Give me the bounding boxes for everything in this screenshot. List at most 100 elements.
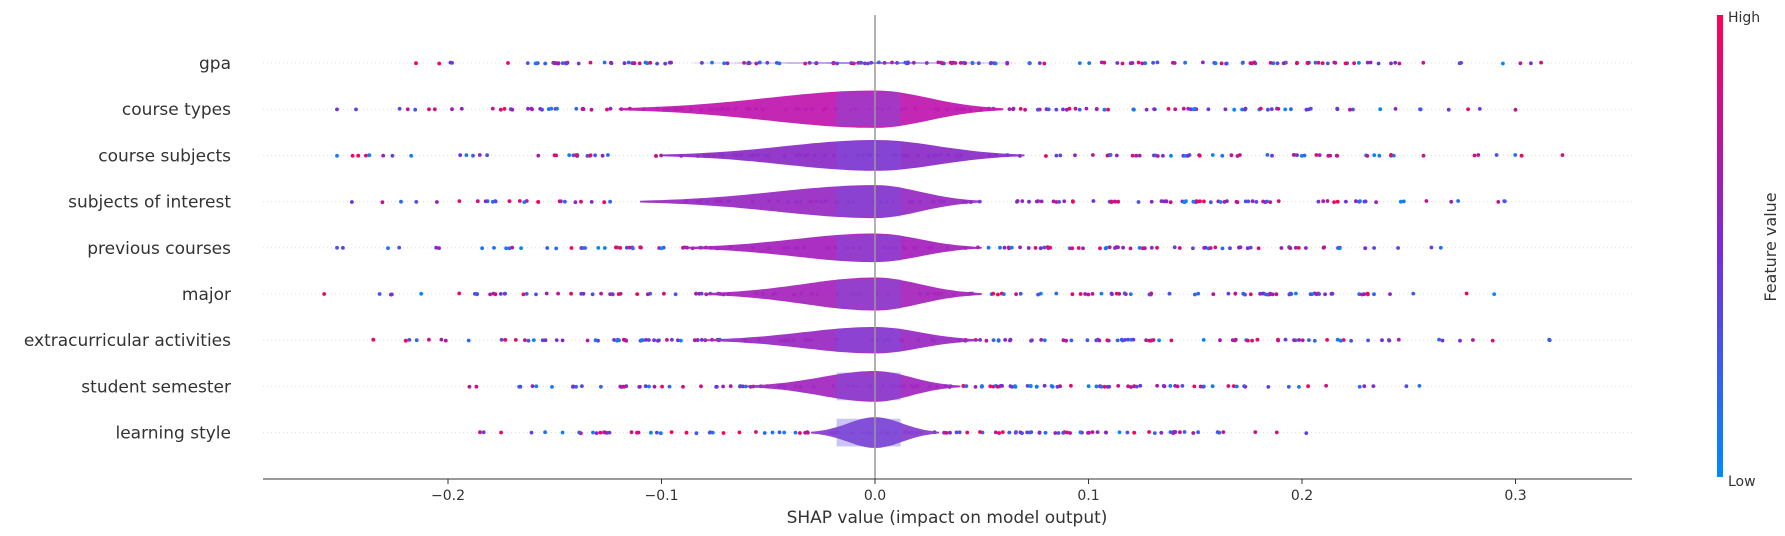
shap-dot bbox=[961, 384, 966, 388]
shap-dot bbox=[381, 153, 386, 158]
shap-dot bbox=[432, 107, 437, 112]
shap-dot bbox=[619, 385, 624, 389]
shap-dot bbox=[1043, 430, 1048, 435]
shap-dot bbox=[1140, 246, 1145, 251]
shap-dot bbox=[965, 430, 970, 435]
shap-dot bbox=[1192, 106, 1197, 111]
shap-dot bbox=[1198, 384, 1203, 389]
shap-dot bbox=[1360, 292, 1364, 297]
shap-dot bbox=[506, 61, 510, 65]
shap-dot bbox=[1250, 199, 1255, 204]
shap-dot bbox=[1213, 245, 1218, 250]
shap-dot bbox=[540, 107, 544, 112]
shap-dot bbox=[692, 338, 697, 343]
shap-dot bbox=[645, 292, 650, 297]
shap-dot bbox=[1036, 107, 1040, 112]
shap-dot bbox=[1071, 199, 1075, 204]
shap-dot bbox=[1438, 245, 1443, 250]
shap-dot bbox=[1107, 245, 1112, 250]
shap-dot bbox=[1210, 384, 1215, 389]
shap-dot bbox=[367, 153, 372, 158]
shap-dot bbox=[1234, 384, 1239, 389]
shap-dot bbox=[1102, 107, 1107, 112]
shap-dot bbox=[1363, 246, 1368, 251]
shap-dot bbox=[1172, 245, 1177, 250]
shap-dot bbox=[1325, 338, 1329, 342]
shap-dot bbox=[1084, 106, 1089, 111]
shap-dot bbox=[1389, 61, 1393, 66]
shap-dot bbox=[1388, 292, 1392, 296]
shap-dot bbox=[1168, 384, 1173, 388]
shap-dot bbox=[1289, 107, 1293, 112]
shap-dot bbox=[1547, 337, 1552, 342]
shap-dot bbox=[1151, 338, 1156, 342]
shap-dot bbox=[427, 337, 431, 342]
shap-dot bbox=[1266, 107, 1270, 112]
shap-dot bbox=[1085, 338, 1090, 343]
shap-dot bbox=[560, 338, 565, 343]
shap-dot bbox=[1250, 338, 1254, 343]
shap-dot bbox=[1418, 107, 1423, 112]
shap-dot bbox=[782, 430, 787, 435]
shap-dot bbox=[1246, 199, 1251, 204]
shap-dot bbox=[1240, 61, 1245, 65]
shap-dot bbox=[624, 245, 629, 250]
violin-center-band bbox=[836, 92, 901, 127]
shap-dot bbox=[1494, 153, 1499, 157]
shap-dot bbox=[1219, 61, 1224, 66]
shap-dot bbox=[574, 384, 578, 389]
x-tick-label: 0.0 bbox=[864, 488, 886, 504]
shap-dot bbox=[529, 430, 534, 435]
shap-dot bbox=[1180, 384, 1185, 388]
shap-dot bbox=[1238, 245, 1243, 250]
shap-dot bbox=[1105, 338, 1110, 343]
shap-dot bbox=[629, 430, 634, 435]
shap-dot bbox=[1476, 153, 1481, 157]
shap-dot bbox=[647, 338, 651, 342]
shap-dot bbox=[1263, 200, 1267, 205]
shap-dot bbox=[740, 384, 745, 389]
shap-dot bbox=[1116, 199, 1121, 204]
shap-dot bbox=[1172, 61, 1177, 65]
shap-dot bbox=[637, 61, 642, 66]
shap-dot bbox=[608, 106, 613, 111]
shap-dot bbox=[490, 106, 495, 111]
shap-dot bbox=[1358, 199, 1362, 204]
shap-dot bbox=[1279, 246, 1284, 250]
shap-dot bbox=[1421, 60, 1426, 65]
shap-dot bbox=[1295, 153, 1299, 158]
shap-dot bbox=[1417, 384, 1422, 388]
shap-dot bbox=[589, 200, 594, 204]
shap-dot bbox=[1046, 107, 1051, 112]
shap-dot bbox=[1036, 292, 1040, 297]
shap-dot bbox=[998, 384, 1003, 388]
shap-dot bbox=[1086, 384, 1091, 389]
shap-dot bbox=[798, 431, 802, 435]
shap-dot bbox=[1136, 60, 1141, 65]
shap-dot bbox=[1128, 246, 1133, 251]
shap-dot bbox=[973, 385, 978, 389]
shap-dot bbox=[1449, 199, 1454, 204]
shap-dot bbox=[714, 384, 719, 389]
shap-dot bbox=[670, 337, 674, 342]
feature-label: course subjects bbox=[98, 146, 231, 166]
shap-dot bbox=[1513, 153, 1518, 157]
shap-dot bbox=[576, 61, 581, 66]
shap-dot bbox=[1316, 199, 1321, 204]
shap-dot bbox=[1155, 60, 1160, 65]
shap-dot bbox=[1304, 431, 1309, 435]
shap-dot bbox=[350, 200, 354, 204]
shap-dot bbox=[1068, 431, 1072, 435]
shap-dot bbox=[1248, 292, 1253, 297]
shap-dot bbox=[656, 338, 660, 343]
shap-dot bbox=[1144, 107, 1149, 112]
shap-dot bbox=[1292, 338, 1296, 342]
shap-dot bbox=[517, 199, 522, 203]
shap-dot bbox=[721, 431, 726, 435]
shap-dot bbox=[1130, 153, 1135, 158]
shap-dot bbox=[1073, 153, 1077, 158]
shap-dot bbox=[1501, 61, 1505, 66]
shap-dot bbox=[1380, 338, 1384, 343]
feature-label: course types bbox=[122, 100, 231, 120]
